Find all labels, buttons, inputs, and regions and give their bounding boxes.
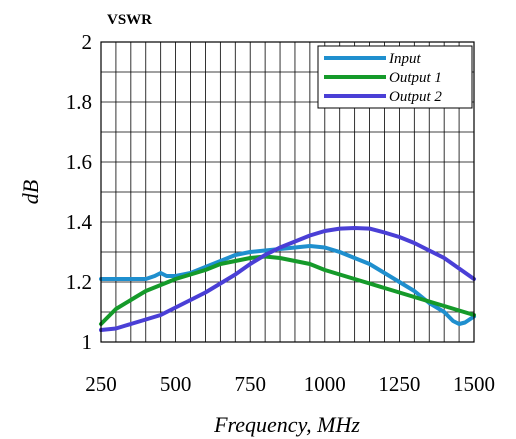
y-tick-label: 2: [82, 30, 93, 54]
x-tick-label: 750: [234, 372, 266, 396]
x-tick-label: 250: [85, 372, 117, 396]
x-tick-label: 1000: [304, 372, 346, 396]
legend: Input Output 1 Output 2: [317, 45, 473, 109]
x-tick-label: 500: [160, 372, 192, 396]
series-line-output-2: [99, 226, 476, 332]
y-tick-label: 1.2: [66, 270, 92, 294]
y-tick-label: 1.8: [66, 90, 92, 114]
series-line-input: [99, 244, 476, 326]
legend-label: Input: [388, 51, 421, 67]
plot-frame: [100, 41, 475, 343]
y-tick-label: 1.6: [66, 150, 92, 174]
y-tick-label: 1: [82, 330, 93, 354]
chart-title: VSWR: [107, 12, 152, 28]
x-tick-label: 1250: [378, 372, 420, 396]
series-line-output-1: [99, 254, 476, 326]
x-tick-label: 1500: [453, 372, 495, 396]
legend-label: Output 1: [389, 70, 442, 86]
series-lines: [99, 226, 476, 332]
x-tick-labels: 250 500 750 1000 1250 1500: [85, 372, 495, 396]
y-axis-label: dB: [18, 180, 43, 204]
y-tick-labels: 1 1.2 1.4 1.6 1.8 2: [66, 30, 93, 354]
grid: [101, 42, 474, 342]
legend-label: Output 2: [389, 89, 442, 105]
y-tick-label: 1.4: [66, 210, 93, 234]
x-axis-label: Frequency, MHz: [213, 412, 360, 437]
